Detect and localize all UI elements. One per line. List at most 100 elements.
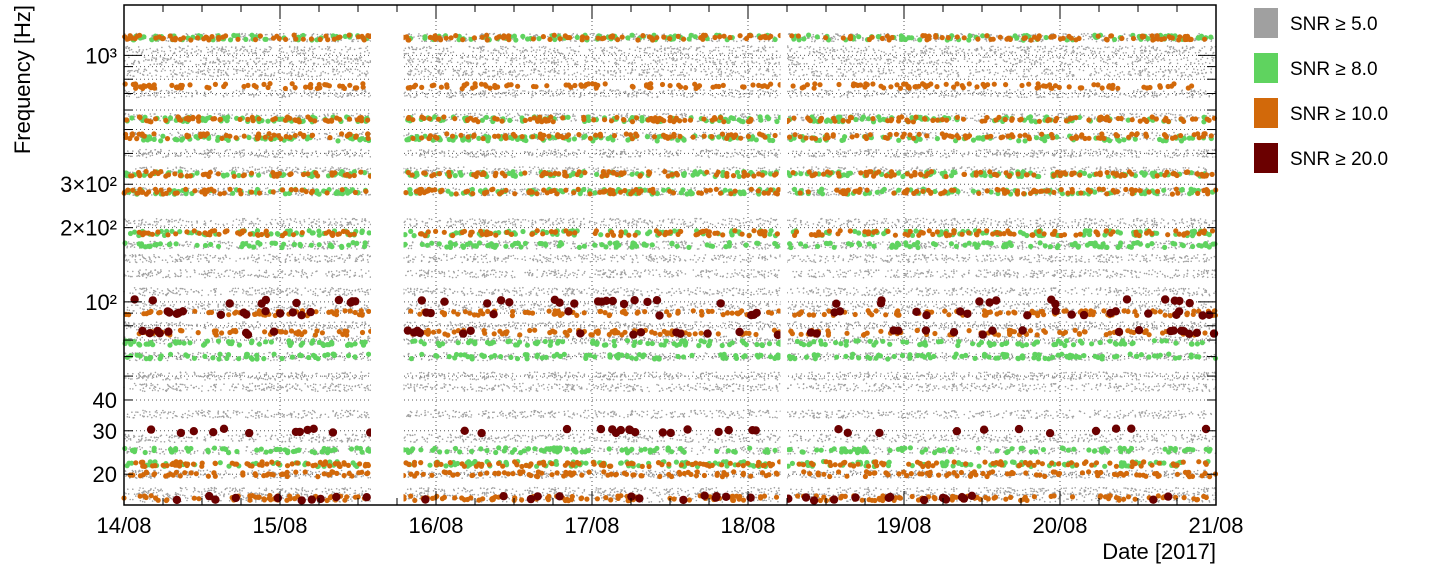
data-point <box>1079 61 1081 63</box>
data-point <box>657 60 659 62</box>
data-point <box>161 64 163 66</box>
data-point <box>822 53 824 55</box>
data-point <box>729 53 731 55</box>
data-point <box>334 49 336 51</box>
data-point <box>894 57 896 59</box>
data-point <box>250 76 252 78</box>
data-point <box>964 53 966 55</box>
data-point <box>466 70 468 72</box>
data-point <box>467 61 469 63</box>
data-point <box>262 58 264 60</box>
data-point <box>1134 61 1136 63</box>
data-point <box>1185 64 1187 66</box>
data-point <box>945 62 947 64</box>
data-point <box>1211 46 1213 48</box>
data-point <box>844 60 846 62</box>
data-point <box>945 70 947 72</box>
data-point <box>951 53 953 55</box>
data-point <box>540 73 542 75</box>
data-point <box>360 52 362 54</box>
data-point <box>1149 72 1151 74</box>
data-point <box>590 33 592 35</box>
data-point <box>833 58 835 60</box>
data-point <box>688 74 690 76</box>
data-point <box>305 52 307 54</box>
data-point <box>719 59 721 61</box>
data-point <box>291 50 293 52</box>
data-point <box>942 62 944 64</box>
data-point <box>716 41 718 43</box>
data-point <box>359 57 361 59</box>
data-point <box>606 50 608 52</box>
data-point <box>179 60 181 62</box>
data-point <box>1018 47 1020 49</box>
data-point <box>341 49 343 51</box>
data-point <box>445 69 447 71</box>
data-point <box>289 38 291 40</box>
data-point <box>867 90 869 92</box>
data-point <box>313 57 315 59</box>
data-point <box>706 61 708 63</box>
data-point <box>421 70 423 72</box>
data-point <box>1024 62 1026 64</box>
data-point <box>819 62 821 64</box>
data-point <box>870 58 872 60</box>
data-point <box>319 57 321 59</box>
data-point <box>924 51 926 53</box>
data-point <box>462 75 464 77</box>
data-point <box>918 74 920 76</box>
data-point <box>279 50 281 52</box>
data-point <box>923 63 925 65</box>
data-point <box>1097 48 1099 50</box>
data-point <box>1107 47 1109 49</box>
data-point <box>1187 76 1189 78</box>
data-point <box>186 40 188 42</box>
data-point <box>1022 49 1024 51</box>
data-point <box>321 34 323 36</box>
data-point <box>247 64 249 66</box>
data-point <box>672 96 674 98</box>
data-point <box>359 48 361 50</box>
data-point <box>834 51 836 53</box>
data-point <box>732 72 734 74</box>
data-point <box>970 72 972 74</box>
data-point <box>163 60 165 62</box>
data-point <box>1198 63 1200 65</box>
data-point <box>889 63 891 65</box>
data-point <box>937 63 939 65</box>
data-point <box>407 53 409 55</box>
data-point <box>908 72 910 74</box>
data-point <box>205 62 207 64</box>
data-point <box>470 63 472 65</box>
data-point <box>1072 47 1074 49</box>
data-point <box>566 47 568 49</box>
data-point <box>911 69 913 71</box>
data-point <box>688 49 690 51</box>
data-point <box>252 53 254 55</box>
data-point <box>975 69 977 71</box>
data-point <box>533 49 535 51</box>
data-point <box>1065 33 1067 35</box>
data-point <box>614 58 616 60</box>
data-point <box>573 33 575 35</box>
data-point <box>933 71 935 73</box>
data-point <box>1085 49 1087 51</box>
data-point <box>531 69 533 71</box>
data-point <box>1082 64 1084 66</box>
data-point <box>1047 59 1049 61</box>
data-point <box>1094 68 1096 70</box>
data-point <box>1015 52 1017 54</box>
data-point <box>1155 56 1157 58</box>
data-point <box>1152 46 1154 48</box>
data-point <box>155 60 157 62</box>
data-point <box>779 57 781 59</box>
data-point <box>313 63 315 65</box>
data-point <box>323 64 325 66</box>
data-point <box>847 56 849 58</box>
data-point <box>131 63 133 65</box>
data-point <box>1107 56 1109 58</box>
data-point <box>1004 46 1006 48</box>
data-point <box>1132 68 1134 70</box>
data-point <box>1039 57 1041 59</box>
data-point <box>853 63 855 65</box>
